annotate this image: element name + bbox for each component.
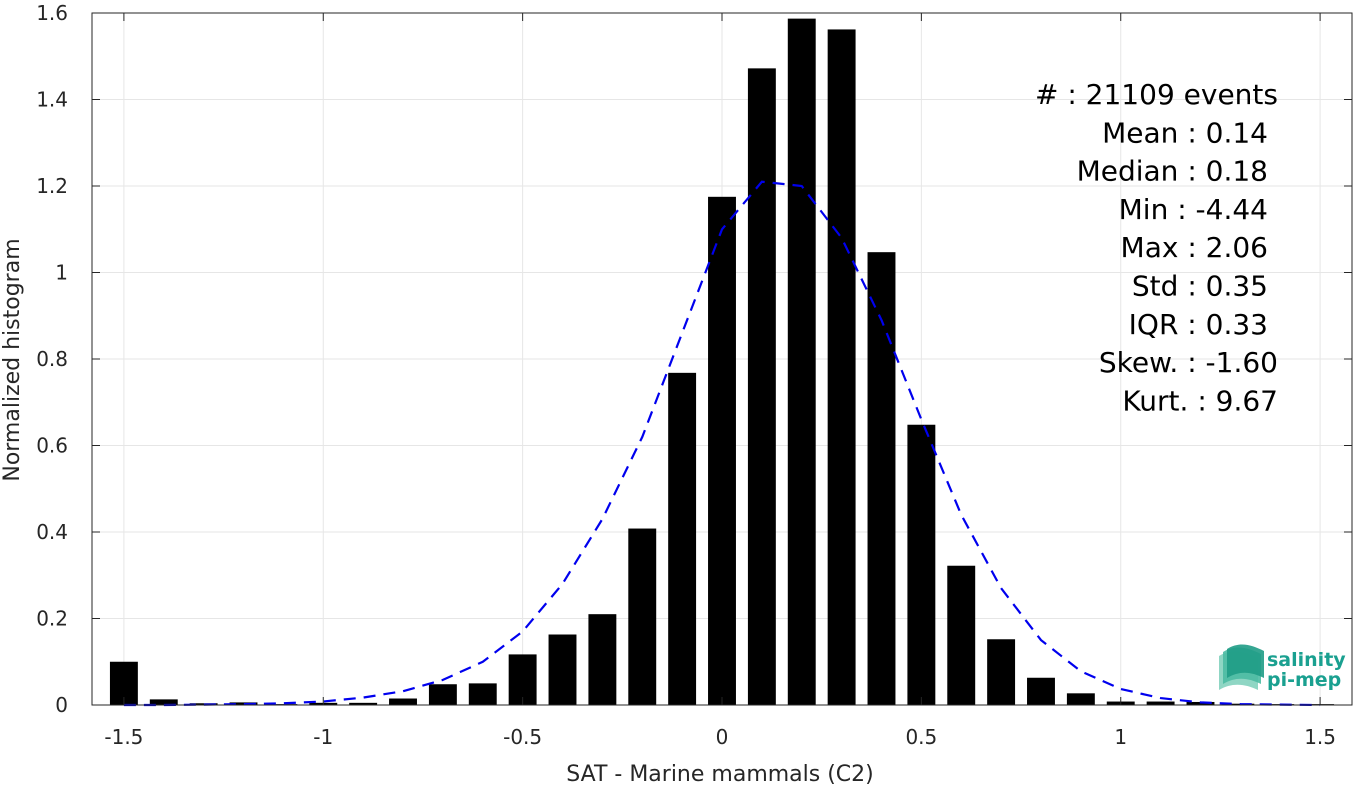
histogram-bar [149, 699, 178, 705]
y-tick-label: 0.6 [36, 434, 68, 458]
y-tick-label: 0 [55, 693, 68, 717]
histogram-bar [189, 703, 218, 705]
stat-line: Mean : 0.14 [1102, 116, 1268, 149]
x-tick-label: 0.5 [905, 725, 937, 749]
logo-line1: salinity [1267, 649, 1346, 671]
histogram-bar [389, 698, 417, 705]
histogram-bar [1146, 701, 1175, 705]
histogram-bar [349, 702, 378, 705]
stat-line: Min : -4.44 [1119, 193, 1268, 226]
stats-box: # : 21109 events Mean : 0.14 Median : 0.18… [1035, 78, 1278, 417]
x-tick-label: -1.5 [104, 725, 143, 749]
stat-line: Std : 0.35 [1132, 270, 1268, 303]
histogram-bar [668, 372, 697, 705]
y-tick-label: 1.2 [36, 174, 68, 198]
histogram-bar [827, 29, 856, 706]
histogram-bar [987, 639, 1016, 705]
y-tick-label: 0.4 [36, 520, 68, 544]
x-tick-label: 0 [716, 725, 729, 749]
fit-curve [123, 180, 1321, 707]
stat-line: # : 21109 events [1035, 78, 1278, 111]
logo-waves-icon [1219, 644, 1264, 690]
salinity-pimep-logo: salinity pi-mep [1219, 644, 1346, 691]
histogram-bar [867, 252, 896, 706]
histogram-bar [229, 702, 258, 705]
stat-line: Kurt. : 9.67 [1122, 384, 1278, 417]
histogram-bar [628, 528, 657, 705]
x-axis-label: SAT - Marine mammals (C2) [566, 762, 874, 785]
histogram-bar [588, 614, 617, 705]
stat-line: Skew. : -1.60 [1099, 346, 1278, 379]
histogram-bar [428, 684, 457, 705]
y-tick-label: 0.2 [36, 607, 68, 631]
histogram-bar [1027, 677, 1055, 705]
histogram-bar [747, 68, 776, 706]
histogram-bar [947, 565, 976, 705]
histogram-bar [1066, 693, 1095, 705]
stat-line: Median : 0.18 [1077, 155, 1268, 188]
y-tick-label: 0.8 [36, 347, 68, 371]
axis-ticks: -1.5 -1 -0.5 0 0.5 1 1.5 0 0.2 0.4 0.6 0.8 1 1.2 1.4 1.… [36, 1, 1352, 749]
x-tick-label: 1 [1114, 725, 1127, 749]
histogram-bar [907, 424, 936, 705]
y-axis-label: Normalized histogram [0, 238, 25, 481]
bars [109, 18, 1335, 706]
histogram-bar [508, 654, 537, 705]
stat-line: IQR : 0.33 [1129, 308, 1268, 341]
x-tick-label: -0.5 [503, 725, 542, 749]
x-tick-label: 1.5 [1304, 725, 1336, 749]
histogram-bar [548, 634, 577, 705]
y-tick-label: 1.6 [36, 1, 68, 25]
stat-line: Max : 2.06 [1121, 231, 1268, 264]
logo-line2: pi-mep [1267, 669, 1341, 691]
y-tick-label: 1 [55, 261, 68, 285]
y-tick-label: 1.4 [36, 88, 68, 112]
histogram-bar [787, 18, 816, 706]
histogram-bar [468, 683, 497, 705]
x-tick-label: -1 [313, 725, 333, 749]
histogram-bar [708, 196, 736, 705]
